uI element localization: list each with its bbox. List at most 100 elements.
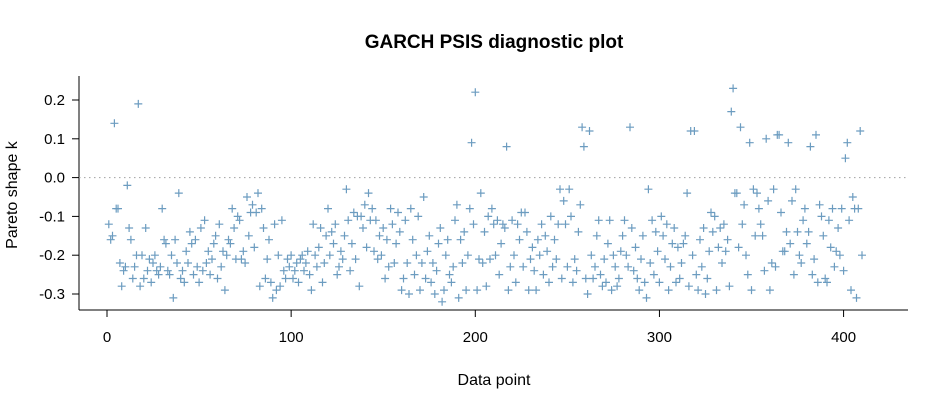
data-point — [108, 231, 117, 240]
data-point — [497, 239, 506, 248]
data-point — [579, 142, 588, 151]
data-point — [600, 255, 609, 264]
data-point — [243, 193, 251, 201]
data-point — [712, 286, 721, 295]
data-point — [359, 224, 367, 232]
data-point — [572, 266, 581, 275]
data-point — [147, 278, 156, 287]
data-point — [745, 138, 754, 147]
data-point — [138, 251, 146, 260]
data-point — [141, 224, 150, 232]
data-point — [828, 204, 837, 213]
data-point — [563, 262, 572, 271]
data-point — [290, 266, 299, 275]
data-point — [532, 286, 541, 295]
data-point — [333, 270, 342, 279]
data-point — [826, 243, 835, 252]
data-point — [322, 231, 331, 240]
data-point — [377, 251, 386, 260]
data-point — [193, 262, 202, 271]
data-point — [484, 212, 493, 221]
data-point — [209, 239, 218, 248]
data-point — [401, 216, 410, 225]
data-point — [609, 251, 618, 260]
data-point — [394, 208, 402, 217]
data-point — [837, 204, 846, 213]
axes: 0 100 200 300 400 -0.3 -0.2 -0.1 0.0 0.1 0.2 — [39, 76, 908, 346]
data-point — [614, 274, 623, 283]
data-point — [848, 193, 857, 201]
data-point — [241, 259, 250, 267]
data-point — [417, 259, 426, 267]
chart-title: GARCH PSIS diagnostic plot — [365, 32, 624, 53]
data-point — [504, 286, 513, 295]
data-point — [782, 227, 791, 236]
data-point — [668, 239, 677, 248]
data-point — [769, 185, 778, 194]
data-point — [117, 282, 126, 291]
data-point — [545, 278, 553, 287]
data-point — [655, 278, 664, 287]
data-point — [386, 204, 395, 213]
data-point — [307, 286, 316, 295]
data-point — [281, 274, 290, 283]
data-point — [605, 216, 614, 225]
data-point — [530, 266, 539, 275]
data-point — [362, 243, 371, 252]
data-point — [316, 224, 325, 232]
data-point — [718, 259, 726, 267]
data-point — [799, 216, 808, 225]
data-point — [524, 286, 533, 295]
data-point — [475, 255, 483, 264]
data-point — [449, 262, 458, 271]
data-point — [382, 235, 391, 244]
data-point — [314, 243, 323, 252]
data-point — [163, 266, 172, 275]
data-point — [325, 251, 334, 260]
data-point — [430, 290, 439, 298]
data-point — [222, 251, 231, 260]
data-point — [134, 99, 143, 108]
data-point — [344, 216, 353, 225]
data-point — [355, 282, 364, 291]
data-point — [187, 239, 196, 248]
data-point — [723, 235, 732, 244]
data-point — [845, 216, 854, 225]
x-tick-label: 0 — [103, 329, 111, 346]
y-tick-label: 0.1 — [44, 131, 65, 148]
data-point — [272, 286, 281, 295]
data-point — [454, 293, 463, 302]
data-point — [736, 123, 745, 132]
data-point — [856, 127, 865, 135]
data-point — [395, 227, 404, 236]
data-point — [261, 274, 270, 283]
data-point — [263, 255, 272, 264]
data-point — [287, 251, 296, 260]
data-point — [388, 220, 397, 229]
data-point — [463, 251, 472, 260]
data-point — [432, 266, 441, 275]
data-point — [156, 262, 165, 271]
data-point — [171, 235, 180, 244]
data-point — [631, 243, 640, 252]
data-point — [832, 247, 841, 256]
data-point — [719, 220, 728, 229]
data-point — [642, 293, 651, 302]
data-point — [270, 220, 279, 229]
data-point — [751, 231, 760, 240]
data-point — [843, 138, 852, 147]
data-point — [777, 208, 785, 217]
data-point — [255, 282, 264, 291]
data-point — [835, 251, 844, 260]
data-point — [522, 227, 531, 236]
data-point — [502, 142, 511, 151]
data-point — [228, 204, 237, 213]
data-point — [279, 266, 288, 275]
data-point — [202, 259, 211, 267]
data-point — [128, 274, 137, 283]
y-tick-label: -0.3 — [39, 286, 65, 303]
data-point — [467, 138, 476, 147]
data-point — [173, 259, 181, 267]
data-point — [154, 270, 163, 279]
data-point — [784, 138, 793, 147]
